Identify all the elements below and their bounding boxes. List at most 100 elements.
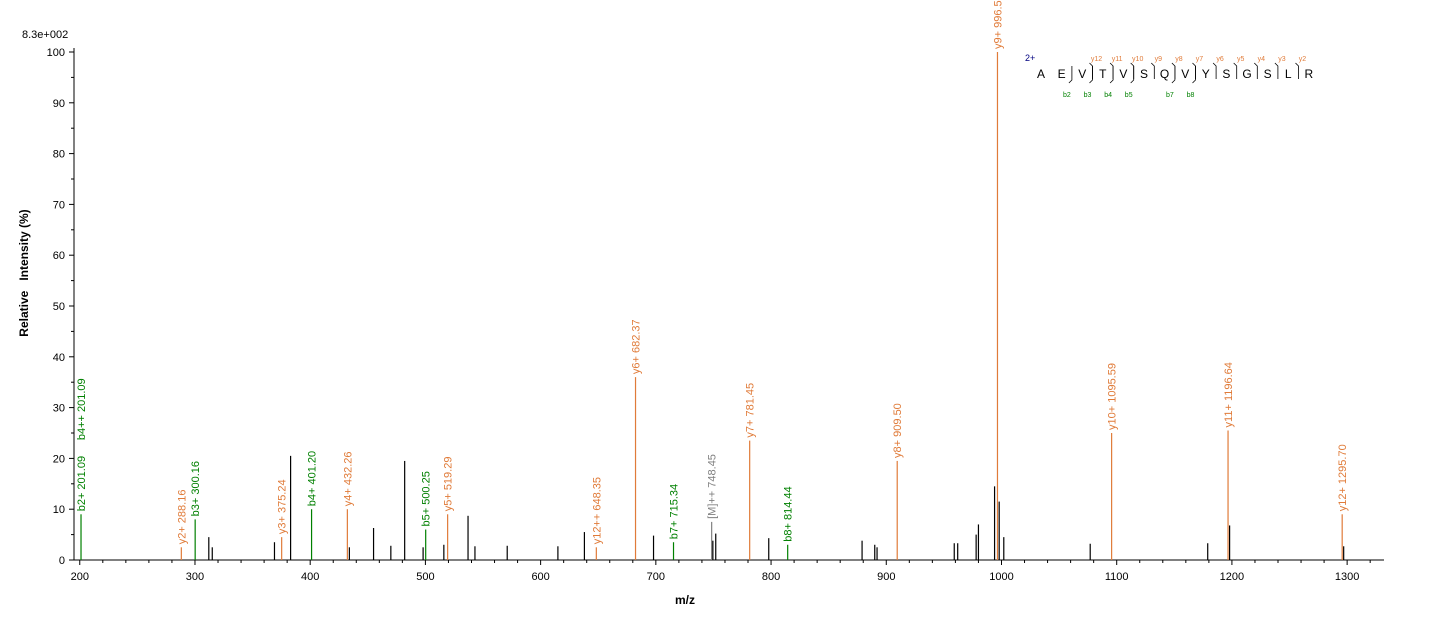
y-ion-cleavage-mark <box>1089 62 1093 79</box>
x-tick-label: 300 <box>186 571 204 583</box>
y-ion-label: y6 <box>1216 56 1224 63</box>
y-ion-cleavage-mark <box>1212 62 1217 79</box>
sequence-residue: S <box>1140 67 1148 81</box>
peak-annotation: y6+ 682.37 <box>631 319 643 374</box>
y-ion-label: y3 <box>1278 56 1286 63</box>
b-ion-cleavage-mark <box>1089 66 1093 84</box>
x-axis-title: m/z <box>675 593 695 607</box>
peak-annotation: y10+ 1095.59 <box>1107 363 1119 430</box>
x-tick-label: 500 <box>416 571 434 583</box>
axes: 0 10 20 30 40 50 60 70 80 90 100 200 300 400 500 600 700… <box>47 47 1384 583</box>
y-ion-cleavage-mark <box>1151 62 1155 79</box>
peak-annotation: b5+ 500.25 <box>421 471 433 526</box>
sequence-residue: V <box>1181 67 1189 81</box>
x-tick-label: 400 <box>301 571 319 583</box>
y-axis-title: Relative Intensity (%) <box>17 209 31 336</box>
x-tick-label: 900 <box>877 571 895 583</box>
y-tick-label: 80 <box>53 149 65 161</box>
sequence-residue: Q <box>1160 67 1169 81</box>
sequence-residue: T <box>1099 67 1107 81</box>
x-tick-label: 1100 <box>1105 571 1129 583</box>
x-tick-label: 600 <box>531 571 549 583</box>
b-ion-cleavage-mark <box>1130 66 1135 84</box>
y-ion-cleavage-mark <box>1233 62 1238 79</box>
sequence-residue: V <box>1078 67 1086 81</box>
y-tick-label: 40 <box>53 352 65 364</box>
b-ion-cleavage-mark <box>1109 66 1114 84</box>
sequence-residue: G <box>1242 67 1251 81</box>
x-tick-label: 1300 <box>1335 571 1359 583</box>
sequence-residue: Y <box>1202 67 1210 81</box>
x-tick-label: 700 <box>647 571 665 583</box>
y-ion-cleavage-mark <box>1274 62 1279 79</box>
intensity-scale-label: 8.3e+002 <box>22 29 68 41</box>
y-ion-cleavage-mark <box>1192 62 1196 79</box>
y-ion-label: y7 <box>1196 56 1204 63</box>
sequence-residue: S <box>1264 67 1272 81</box>
sequence-residue: E <box>1058 67 1066 81</box>
peaks <box>80 52 1345 560</box>
peak-annotation: y12++ 648.35 <box>591 477 603 544</box>
peak-annotation: y3+ 375.24 <box>277 479 289 534</box>
y-tick-label: 100 <box>47 47 65 59</box>
y-ion-label: y2 <box>1299 56 1307 63</box>
peak-annotation: [M]++ 748.45 <box>707 454 719 519</box>
y-ion-label: y10 <box>1132 56 1143 63</box>
y-tick-label: 20 <box>53 453 65 465</box>
y-ion-label: y8 <box>1175 56 1183 63</box>
y-ion-cleavage-mark <box>1295 62 1299 79</box>
peak-annotation: b8+ 814.44 <box>783 486 795 541</box>
sequence-residue: S <box>1222 67 1230 81</box>
sequence-residue: R <box>1304 67 1313 81</box>
b-ion-label: b2 <box>1063 92 1071 99</box>
x-tick-label: 800 <box>762 571 780 583</box>
y-ion-label: y4 <box>1258 56 1266 63</box>
peak-annotation: y9+ 996.52 <box>992 0 1004 49</box>
y-ion-cleavage-mark <box>1254 62 1258 79</box>
b-ion-cleavage-mark <box>1068 66 1073 84</box>
y-tick-label: 90 <box>53 98 65 110</box>
y-tick-label: 50 <box>53 301 65 313</box>
b-ion-cleavage-mark <box>1192 66 1196 84</box>
peak-annotation: b3+ 300.16 <box>190 461 202 516</box>
y-ion-label: y5 <box>1237 56 1245 63</box>
precursor-charge: 2+ <box>1025 53 1035 63</box>
b-ion-label: b5 <box>1125 92 1133 99</box>
b-ion-label: b3 <box>1084 92 1092 99</box>
y-ion-label: y11 <box>1112 56 1123 63</box>
y-ion-label: y9 <box>1155 56 1163 63</box>
x-tick-label: 1200 <box>1220 571 1244 583</box>
b-ion-label: b8 <box>1187 92 1195 99</box>
peak-annotation: b7+ 715.34 <box>669 484 681 539</box>
b-ion-label: b7 <box>1166 92 1174 99</box>
y-ion-label: y12 <box>1091 56 1102 63</box>
sequence-residue: V <box>1119 67 1127 81</box>
sequence-residue: L <box>1285 67 1292 81</box>
peak-annotation: y8+ 909.50 <box>892 403 904 458</box>
peak-annotation: y2+ 288.16 <box>176 490 188 545</box>
y-ion-cleavage-mark <box>1171 62 1176 79</box>
b-ion-label: b4 <box>1104 92 1112 99</box>
b-ion-cleavage-mark <box>1171 66 1176 84</box>
peak-annotation: y7+ 781.45 <box>745 383 757 438</box>
peak-annotation: y4+ 432.26 <box>342 451 354 506</box>
x-tick-label: 200 <box>71 571 89 583</box>
peak-annotation: b4++ 201.09 <box>76 378 88 440</box>
peak-annotation: b2+ 201.09 <box>76 456 88 511</box>
y-ion-cleavage-mark <box>1109 62 1114 79</box>
y-tick-label: 10 <box>53 504 65 516</box>
y-tick-label: 70 <box>53 199 65 211</box>
y-tick-label: 60 <box>53 250 65 262</box>
sequence-residue: A <box>1037 67 1045 81</box>
peak-annotation: y5+ 519.29 <box>443 457 455 512</box>
peak-annotation: y12+ 1295.70 <box>1337 444 1349 511</box>
y-tick-label: 0 <box>59 555 65 567</box>
y-tick-label: 30 <box>53 403 65 415</box>
x-tick-label: 1000 <box>989 571 1013 583</box>
peak-annotation: y11+ 1196.64 <box>1223 362 1235 427</box>
y-ion-cleavage-mark <box>1130 62 1135 79</box>
peak-annotation: b4+ 401.20 <box>307 451 319 506</box>
